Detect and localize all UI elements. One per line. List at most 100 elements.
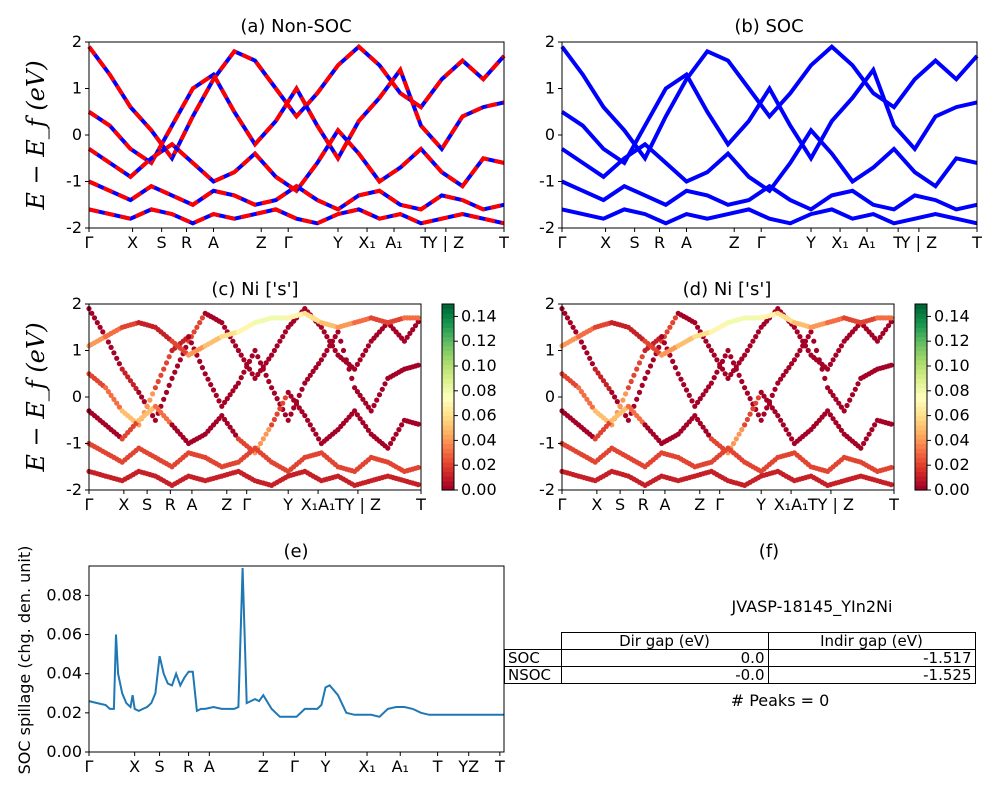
colorbar-d: 0.00 0.02 0.04 0.06 0.08 0.10 0.12 0.14 — [914, 303, 970, 499]
projection-point — [363, 347, 369, 354]
projection-point — [697, 396, 703, 402]
projection-point — [686, 392, 692, 398]
projection-point — [614, 399, 620, 405]
projection-point — [587, 355, 593, 361]
projection-point — [363, 423, 369, 429]
colorbar-segment — [915, 476, 927, 482]
projection-point — [233, 432, 239, 438]
projection-point — [150, 413, 156, 419]
projection-point — [780, 422, 786, 428]
x-tick-label: T — [888, 495, 899, 514]
y-tick-label: 0 — [545, 125, 555, 144]
projection-point — [855, 381, 861, 387]
projection-point — [775, 380, 781, 386]
projection-point — [744, 416, 751, 423]
projection-point — [122, 370, 128, 376]
colorbar-segment — [915, 313, 927, 319]
projection-point — [728, 354, 734, 360]
colorbar-frame — [441, 303, 455, 491]
band-line-nonsoc — [87, 65, 505, 166]
projection-point — [235, 347, 241, 354]
projection-point — [174, 363, 181, 369]
projection-point — [269, 385, 275, 391]
colorbar-segment — [915, 364, 927, 370]
colorbar-segment — [915, 392, 927, 398]
projection-point — [371, 402, 377, 409]
x-tick-label: Γ — [757, 233, 766, 252]
projection-point — [230, 428, 236, 434]
y-axis-label-e: SOC spillage (chg. den. unit) — [15, 546, 34, 775]
projection-point — [833, 420, 839, 426]
x-tick-label: T — [498, 233, 509, 252]
gap-table-header-indir: Indir gap (eV) — [767, 632, 976, 650]
colorbar-tick-label: 0.06 — [934, 406, 970, 425]
colorbar-tick-label: 0.02 — [934, 455, 970, 474]
projection-point — [863, 436, 869, 442]
projection-point — [838, 427, 845, 433]
band-plot-b — [560, 44, 979, 226]
projection-point — [116, 404, 122, 410]
spillage-line — [88, 567, 504, 718]
projection-point — [877, 334, 883, 340]
y-tick-label: -2 — [539, 218, 555, 237]
peaks-count: # Peaks = 0 — [731, 691, 830, 710]
projection-point — [269, 422, 275, 428]
projection-point — [208, 382, 214, 388]
x-tick-label: X — [600, 233, 611, 252]
projection-point — [310, 427, 316, 433]
projection-point — [166, 354, 172, 360]
colorbar-segment — [442, 462, 454, 468]
projection-point — [252, 375, 258, 381]
panel-c-title: (c) Ni ['s'] — [211, 279, 298, 300]
projection-point — [888, 319, 894, 325]
projection-point — [730, 360, 737, 366]
projection-point — [578, 339, 585, 345]
projection-point — [376, 392, 383, 398]
projection-point — [233, 343, 239, 349]
x-tick-label: A — [186, 495, 197, 514]
projection-point — [736, 431, 742, 437]
projection-point — [825, 385, 831, 391]
projection-point — [700, 392, 706, 398]
colorbar-segment — [915, 336, 927, 342]
projection-point — [163, 360, 170, 366]
projection-point — [822, 375, 828, 381]
projection-point — [227, 424, 233, 430]
projection-point — [797, 347, 803, 354]
projection-point — [108, 344, 114, 350]
y-ticks-a: -2 -1 0 1 2 — [66, 32, 89, 237]
colorbar-tick-label: 0.12 — [461, 331, 497, 350]
projection-point — [365, 427, 371, 433]
colorbar-segment — [442, 322, 454, 328]
y-tick-label: -2 — [66, 480, 82, 499]
colorbar-c: 0.00 0.02 0.04 0.06 0.08 0.10 0.12 0.14 — [441, 303, 497, 499]
colorbar-tick-label: 0.02 — [461, 455, 497, 474]
projection-point — [316, 436, 322, 442]
colorbar-segment — [915, 345, 927, 352]
projection-point — [612, 394, 618, 400]
projection-point — [197, 358, 203, 364]
gap-table-cell-indir: -1.525 — [767, 666, 976, 684]
x-tick-label: R — [181, 233, 192, 252]
projection-point — [302, 380, 308, 386]
projection-point — [578, 389, 585, 395]
band-line-soc — [87, 126, 505, 194]
y-tick-label: 0 — [545, 387, 555, 406]
axes-frame-e — [88, 565, 505, 753]
projection-point — [564, 315, 571, 321]
x-tick-label: S — [630, 233, 640, 252]
colorbar-segment — [442, 397, 454, 403]
projection-point — [116, 361, 122, 367]
projection-point — [647, 363, 654, 369]
projection-point — [249, 353, 255, 359]
projection-point — [412, 323, 419, 329]
colorbar-segment — [915, 387, 927, 393]
projection-point — [742, 352, 748, 358]
projection-point — [222, 399, 228, 405]
projection-point — [241, 357, 247, 363]
gap-table-row: NSOC -0.0 -1.525 — [504, 666, 976, 684]
projection-point — [186, 334, 192, 340]
projection-point — [374, 397, 380, 403]
x-tick-label: Γ — [558, 495, 567, 514]
projection-point — [692, 413, 698, 419]
